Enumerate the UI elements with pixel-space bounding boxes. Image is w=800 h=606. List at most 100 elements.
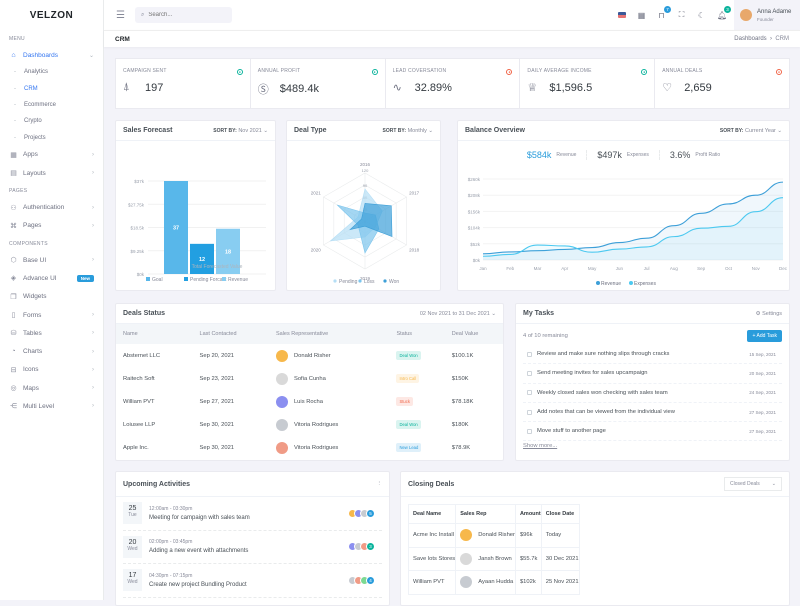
sort-dropdown[interactable]: SORT BY: Nov 2021 ⌄: [213, 127, 268, 134]
task-checkbox[interactable]: [527, 351, 532, 357]
add-task-button[interactable]: + Add Task: [747, 330, 782, 342]
table-row[interactable]: Save lots Stores Jansh Brown $55.7k 30 Dec …: [407, 546, 580, 571]
sidebar-item-multi-level[interactable]: ⋲ Multi Level ›: [0, 397, 103, 415]
user-name: Anna Adame: [757, 8, 792, 15]
breadcrumb: Dashboards › CRM: [734, 36, 789, 42]
legend-label: Won: [389, 279, 399, 285]
components-section-title: COMPONENTS: [9, 240, 48, 247]
card-title: Deal Type: [294, 127, 327, 134]
activity-item[interactable]: 17 Wed 04:30pm - 07:15pm Create new project…: [123, 564, 382, 598]
cube-icon: ⬡: [10, 257, 17, 265]
task-checkbox[interactable]: [527, 370, 532, 376]
more-vertical-icon[interactable]: ⋮: [376, 481, 383, 487]
sales-forecast-chart: $0k $9.25k $18.5k $27.75k $37k 37 Goal 12 Pendin…: [128, 179, 266, 283]
legend-marker: [333, 279, 337, 283]
legend-label: Revenue: [228, 277, 248, 283]
task-item: Weekly closed sales won checking with sa…: [523, 384, 782, 403]
sidebar-item-apps[interactable]: ▦ Apps ›: [0, 146, 103, 164]
column-header: Status: [389, 324, 445, 344]
sidebar-item-label: Pages: [23, 222, 42, 230]
sidebar-item-label: Dashboards: [23, 51, 59, 59]
hamburger-menu-icon[interactable]: ☰: [116, 9, 125, 21]
sidebar-item-authentication[interactable]: ⚇ Authentication ›: [0, 198, 103, 216]
x-tick-label: Jan: [479, 266, 487, 271]
sort-dropdown[interactable]: SORT BY: Current Year ⌄: [719, 127, 782, 134]
avatar-group: 3: [348, 542, 375, 552]
sidebar-item-layouts[interactable]: ▤ Layouts ›: [0, 164, 103, 182]
legend-label: Revenue: [601, 281, 621, 287]
table-row[interactable]: William PVT Sep 27, 2021 Luis Rocha Stuck $7…: [116, 390, 503, 413]
sales-rep: Jansh Brown: [478, 555, 512, 562]
apps-grid-icon[interactable]: ▦: [637, 10, 646, 20]
deal-name: Absternet LLC: [123, 352, 161, 359]
sidebar-item-label: Base UI: [23, 256, 47, 264]
sidebar-item-widgets[interactable]: ❐ Widgets: [0, 288, 103, 306]
sidebar-subitem-crm[interactable]: CRM: [0, 81, 103, 97]
sidebar-item-advance-ui[interactable]: ◈ Advance UI New: [0, 269, 103, 287]
sidebar-subitem-projects[interactable]: Projects: [0, 129, 103, 145]
kpi-annual-deals: ANNUAL DEALS ● ♡ 2,659: [655, 59, 789, 108]
table-row[interactable]: William PVT Ayaan Hudda $102k 25 Nov 2021: [407, 570, 580, 595]
task-checkbox[interactable]: [527, 409, 532, 415]
table-row[interactable]: Absternet LLC Sep 20, 2021 Donald Risher De…: [116, 344, 503, 367]
stat-value: 3.6%: [669, 150, 691, 160]
table-row[interactable]: Loiusee LLP Sep 30, 2021 Vitoria Rodrigues…: [116, 414, 503, 437]
sidebar-item-pages[interactable]: ⌘ Pages ›: [0, 217, 103, 235]
settings-link[interactable]: ⚙ Settings: [755, 310, 782, 317]
chevron-right-icon: ›: [92, 403, 94, 410]
trend-up-icon: ●: [236, 69, 243, 75]
activity-date: 20 Wed: [123, 535, 142, 558]
task-checkbox[interactable]: [527, 390, 532, 396]
sales-rep: Ayaan Hudda: [478, 579, 514, 586]
trend-down-icon: ●: [506, 69, 513, 75]
sidebar-item-base-ui[interactable]: ⬡ Base UI ›: [0, 251, 103, 269]
activity-item[interactable]: 20 Wed 02:00pm - 03:45pm Adding a new event…: [123, 531, 382, 564]
moon-icon[interactable]: ☾: [697, 10, 706, 20]
closing-deals-select[interactable]: Closed Deals ⌄: [724, 477, 782, 491]
show-more-link[interactable]: Show more...: [523, 443, 558, 450]
date-range-dropdown[interactable]: 02 Nov 2021 to 31 Dec 2021 ⌄: [419, 310, 496, 317]
layers-icon: ◈: [10, 275, 17, 283]
sidebar-subitem-ecommerce[interactable]: Ecommerce: [0, 97, 103, 113]
sidebar-subitem-analytics[interactable]: Analytics: [0, 64, 103, 80]
sidebar-item-dashboards[interactable]: ⌂ Dashboards ⌄: [0, 46, 103, 64]
sort-dropdown[interactable]: SORT BY: Monthly ⌄: [382, 127, 433, 134]
pie-chart-icon: ◔: [11, 348, 16, 356]
pages-section-title: PAGES: [9, 188, 28, 195]
kpi-label: CAMPAIGN SENT: [123, 68, 167, 74]
column-header: Sales Rep: [455, 504, 516, 524]
sidebar-item-forms[interactable]: ▯ Forms ›: [0, 306, 103, 324]
sidebar-item-maps[interactable]: ◎ Maps ›: [0, 379, 103, 397]
category-label: 2016: [360, 162, 371, 167]
user-dropdown[interactable]: Anna Adame Founder: [734, 0, 800, 30]
exchange-dollar-icon: Ⓢ: [257, 84, 269, 96]
search-box[interactable]: ⌕: [134, 7, 232, 23]
bell-icon[interactable]: 🔔︎ 3: [717, 5, 731, 20]
table-row[interactable]: Acme Inc Install Donald Risher $96k Today: [407, 523, 580, 548]
breadcrumb-current: CRM: [775, 36, 789, 42]
more-count: 4: [366, 575, 375, 585]
tasks-remaining: 4 of 10 remaining: [523, 333, 568, 339]
sidebar-item-icons[interactable]: ⊟ Icons ›: [0, 361, 103, 379]
task-text: Send meeting invites for sales upcampaig…: [537, 370, 648, 377]
cart-icon[interactable]: ⊓ 7: [657, 5, 671, 20]
us-flag-icon[interactable]: [617, 11, 626, 20]
logo[interactable]: velzon: [29, 9, 74, 21]
activity-time: 12:00am - 03:30pm: [149, 505, 193, 512]
sidebar-item-label: Authentication: [23, 204, 65, 212]
activity-item[interactable]: 25 Tue 12:00am - 03:30pm Meeting for campai…: [123, 497, 382, 531]
status-badge: Intro Call: [396, 373, 420, 383]
table-row[interactable]: Raitech Soft Sep 23, 2021 Sofia Cunha Intro…: [116, 367, 503, 390]
legend-marker: [222, 277, 226, 281]
chevron-right-icon: ›: [92, 151, 94, 158]
sidebar-subitem-crypto[interactable]: Crypto: [0, 113, 103, 129]
task-checkbox[interactable]: [527, 428, 532, 434]
search-input[interactable]: [148, 12, 219, 18]
data-label: 12: [199, 257, 205, 263]
sidebar-item-charts[interactable]: ◔ Charts ›: [0, 342, 103, 360]
sidebar-item-tables[interactable]: ⛁ Tables ›: [0, 324, 103, 342]
chevron-right-icon: ›: [92, 204, 94, 211]
fullscreen-icon[interactable]: ⛶: [678, 10, 685, 19]
table-row[interactable]: Apple Inc. Sep 30, 2021 Vitoria Rodrigues N…: [116, 437, 503, 460]
breadcrumb-link-dashboards[interactable]: Dashboards: [734, 36, 767, 42]
